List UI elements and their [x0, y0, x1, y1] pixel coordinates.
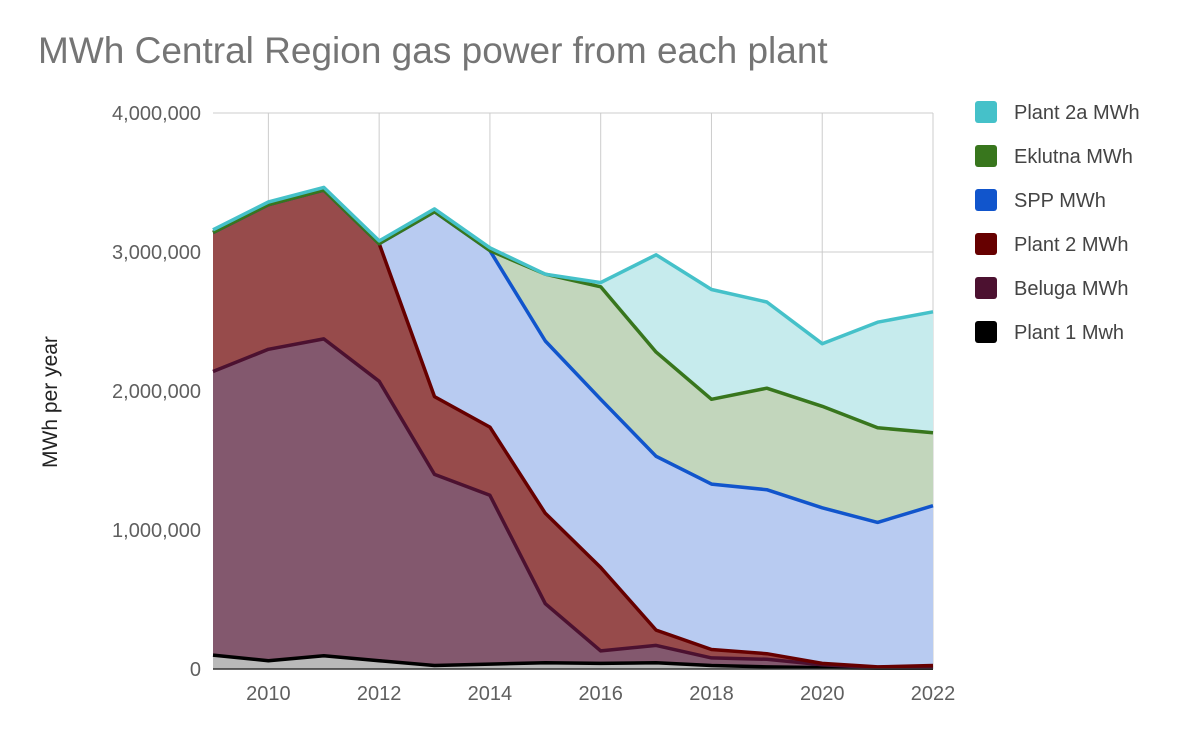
- x-tick-label: 2016: [578, 683, 623, 705]
- area-plant-2-mwh: [213, 190, 933, 668]
- y-tick-label: 1,000,000: [112, 520, 201, 542]
- legend-label-plant-2a-mwh: Plant 2a MWh: [1014, 102, 1140, 124]
- area-eklutna-mwh: [213, 190, 933, 523]
- legend-label-beluga-mwh: Beluga MWh: [1014, 278, 1129, 300]
- axes: 0 1,000,000 2,000,000 3,000,000 4,000,000 201…: [112, 103, 955, 705]
- legend-label-plant-2-mwh: Plant 2 MWh: [1014, 234, 1128, 256]
- legend-swatch-plant-2-mwh: [975, 233, 997, 255]
- line-plant-2a-mwh: [212, 185, 934, 346]
- legend-swatch-spp-mwh: [975, 189, 997, 211]
- chart-title: MWh Central Region gas power from each p…: [38, 30, 828, 71]
- legend: Plant 2a MWh Eklutna MWh SPP MWh Plant 2 MW…: [975, 101, 1140, 344]
- x-tick-label: 2012: [357, 683, 402, 705]
- y-tick-label: 4,000,000: [112, 103, 201, 125]
- legend-swatch-plant-1-mwh: [975, 321, 997, 343]
- x-tick-label: 2010: [246, 683, 291, 705]
- area-plant-1-mwh: [213, 655, 933, 669]
- y-tick-label: 2,000,000: [112, 381, 201, 403]
- legend-swatch-eklutna-mwh: [975, 145, 997, 167]
- area-plant-2a-mwh: [213, 187, 933, 433]
- area-spp-mwh: [213, 190, 933, 667]
- series-lines: [212, 185, 934, 671]
- legend-label-eklutna-mwh: Eklutna MWh: [1014, 146, 1133, 168]
- x-tick-label: 2018: [689, 683, 734, 705]
- x-tick-label: 2022: [911, 683, 956, 705]
- legend-swatch-beluga-mwh: [975, 277, 997, 299]
- legend-label-plant-1-mwh: Plant 1 Mwh: [1014, 322, 1124, 344]
- area-beluga-mwh: [213, 338, 933, 669]
- x-tick-label: 2020: [800, 683, 845, 705]
- y-tick-label: 0: [190, 659, 201, 681]
- line-plant-1-mwh: [212, 653, 933, 671]
- y-axis-title: MWh per year: [39, 336, 62, 468]
- x-tick-label: 2014: [468, 683, 513, 705]
- line-beluga-mwh: [212, 337, 933, 670]
- stacked-areas: [213, 187, 933, 669]
- y-tick-label: 3,000,000: [112, 242, 201, 264]
- line-eklutna-mwh: [212, 188, 934, 435]
- legend-swatch-plant-2a-mwh: [975, 101, 997, 123]
- legend-label-spp-mwh: SPP MWh: [1014, 190, 1106, 212]
